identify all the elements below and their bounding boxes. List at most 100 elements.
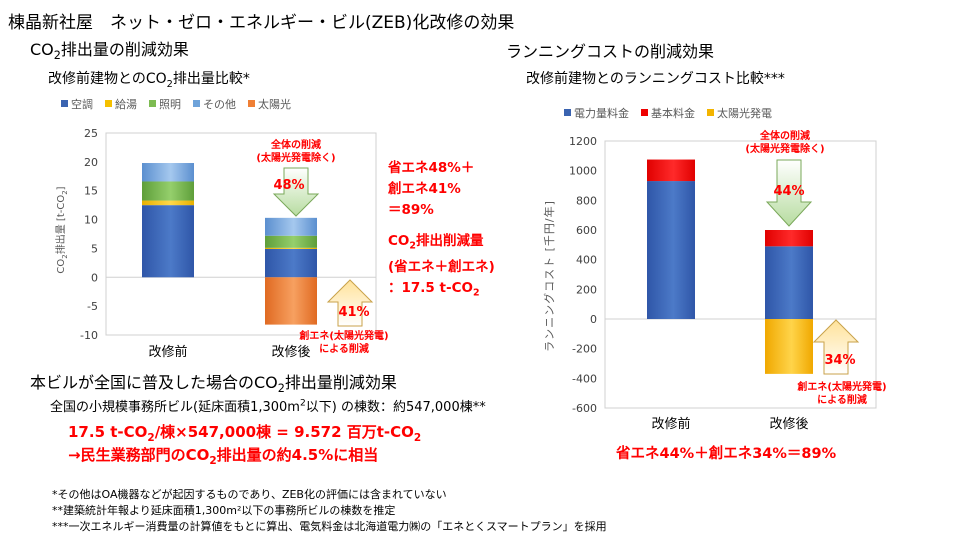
cost-legend-swatch xyxy=(641,109,648,116)
co2-bar-その他 xyxy=(142,163,194,182)
national-building-count: 全国の小規模事務所ビル(延床面積1,300m2以下) の棟数：約547,000棟… xyxy=(50,398,486,415)
cost-y-tick: -200 xyxy=(572,343,597,356)
co2-legend-swatch xyxy=(193,100,200,107)
co2-solar-reduction-label: 創エネ(太陽光発電) xyxy=(298,329,388,342)
cost-legend: 電力量料金 基本料金 太陽光発電 xyxy=(564,106,772,120)
cost-total-reduction-pct: 44% xyxy=(773,184,804,199)
co2-legend: 空調 給湯 照明 その他 太陽光 xyxy=(61,97,291,111)
cost-bar-基本料金 xyxy=(647,159,695,182)
co2-note-line5: (省エネ＋創エネ) xyxy=(388,258,495,275)
footnote-1: *その他はOA機器などが起因するものであり、ZEB化の評価には含まれていない xyxy=(52,488,447,501)
co2-bar-空調 xyxy=(265,249,317,278)
co2-bar-太陽光 xyxy=(265,277,317,325)
cost-y-tick: 0 xyxy=(590,313,597,326)
cost-bar-電力量料金 xyxy=(765,246,813,319)
cost-y-axis-title: ランニングコスト [千円/年] xyxy=(542,200,556,352)
co2-legend-swatch xyxy=(248,100,255,107)
co2-solar-arrow-icon xyxy=(326,279,374,327)
cost-plot-frame xyxy=(604,140,877,409)
cost-bar-電力量料金 xyxy=(647,181,695,319)
cost-y-tick: -400 xyxy=(572,372,597,385)
cost-bar-太陽光発電 xyxy=(765,319,813,374)
co2-y-axis-title: CO2排出量 [t-CO2] xyxy=(54,186,69,273)
co2-y-tick: 25 xyxy=(84,127,98,140)
co2-legend-label: 太陽光 xyxy=(258,97,291,111)
cost-legend-label: 太陽光発電 xyxy=(717,106,772,120)
cost-legend-swatch xyxy=(707,109,714,116)
co2-legend-label: その他 xyxy=(203,98,236,111)
cost-total-reduction-label-2: (太陽光発電除く) xyxy=(745,142,824,155)
co2-note-line2: 創エネ41% xyxy=(388,181,461,197)
cost-legend-swatch xyxy=(564,109,571,116)
co2-bar-照明 xyxy=(142,181,194,201)
cost-y-tick: 200 xyxy=(576,283,597,296)
cost-y-tick: 600 xyxy=(576,224,597,237)
cost-solar-reduction-label-2: による削減 xyxy=(817,393,867,406)
footnote-3: ***一次エネルギー消費量の計算値をもとに算出、電気料金は北海道電力㈱の「エネと… xyxy=(52,520,607,533)
cost-y-tick: 800 xyxy=(576,194,597,207)
co2-plot-frame xyxy=(105,132,377,336)
co2-reduction-arrow-icon xyxy=(272,167,320,217)
co2-bar-照明 xyxy=(265,235,317,248)
cost-y-tick: 1000 xyxy=(569,165,597,178)
co2-y-tick: 5 xyxy=(91,242,98,255)
co2-legend-swatch xyxy=(105,100,112,107)
co2-total-reduction-pct: 48% xyxy=(273,178,304,193)
cost-y-tick: -600 xyxy=(572,402,597,415)
co2-note-line3: ＝89% xyxy=(388,202,434,218)
page-title: 棟晶新社屋 ネット・ゼロ・エネルギー・ビル(ZEB)化改修の効果 xyxy=(8,13,515,33)
co2-note-line1: 省エネ48%＋ xyxy=(388,160,475,176)
co2-legend-swatch xyxy=(61,100,68,107)
co2-bars xyxy=(142,163,317,325)
co2-note-line4: CO2排出削減量 xyxy=(388,233,484,252)
cost-section-heading: ランニングコストの削減効果 xyxy=(506,42,715,61)
co2-legend-swatch xyxy=(149,100,156,107)
co2-y-tick: 10 xyxy=(84,214,98,227)
national-section-heading: 本ビルが全国に普及した場合のCO2排出量削減効果 xyxy=(30,373,397,396)
co2-total-reduction-label-2: (太陽光発電除く) xyxy=(256,151,335,164)
co2-legend-label: 給湯 xyxy=(115,97,137,111)
co2-y-tick: 20 xyxy=(84,156,98,169)
cost-y-tick: 400 xyxy=(576,254,597,267)
cost-reduction-arrow-icon xyxy=(765,159,813,227)
cost-legend-label: 基本料金 xyxy=(651,106,695,120)
co2-bar-給湯 xyxy=(265,247,317,250)
co2-chart-subtitle: 改修前建物とのCO2排出量比較* xyxy=(48,71,250,90)
cost-bar-基本料金 xyxy=(765,230,813,247)
co2-y-tick: -10 xyxy=(80,329,98,342)
national-equivalence: →民生業務部門のCO2排出量の約4.5%に相当 xyxy=(68,446,379,467)
co2-bar-その他 xyxy=(265,217,317,236)
co2-solar-reduction-pct: 41% xyxy=(338,305,369,320)
cost-solar-arrow-icon xyxy=(812,319,860,375)
co2-savings-note: 省エネ48%＋ 創エネ41% ＝89% CO2排出削減量 (省エネ＋創エネ) ：… xyxy=(388,158,495,303)
co2-x-axis: 改修前 改修後 xyxy=(148,344,310,360)
cost-bars xyxy=(647,159,813,374)
cost-chart-subtitle: 改修前建物とのランニングコスト比較*** xyxy=(526,71,785,87)
cost-savings-summary: 省エネ44%＋創エネ34%＝89% xyxy=(616,446,837,462)
cost-solar-reduction-label: 創エネ(太陽光発電) xyxy=(796,380,886,393)
co2-category-label: 改修前 xyxy=(148,344,187,360)
co2-y-axis: 25 20 15 10 5 0 -5 -10 xyxy=(80,127,377,342)
co2-category-label: 改修後 xyxy=(271,345,310,360)
cost-solar-reduction-pct: 34% xyxy=(824,353,855,368)
co2-section-heading: CO2排出量の削減効果 xyxy=(30,40,189,63)
cost-total-reduction-label: 全体の削減 xyxy=(759,129,810,142)
co2-total-reduction-label: 全体の削減 xyxy=(270,138,321,151)
cost-y-tick: 1200 xyxy=(569,135,597,148)
cost-x-axis: 改修前 改修後 xyxy=(651,416,808,432)
footnote-2: **建築統計年報より延床面積1,300m²以下の事務所ビルの棟数を推定 xyxy=(52,504,396,517)
co2-y-tick: 0 xyxy=(91,271,98,284)
co2-bar-給湯 xyxy=(142,200,194,206)
co2-note-line6: ：17.5 t-CO2 xyxy=(388,279,480,299)
co2-y-tick: 15 xyxy=(84,185,98,198)
national-calculation: 17.5 t-CO2/棟×547,000棟 = 9.572 百万t-CO2 xyxy=(68,423,422,444)
cost-category-label: 改修後 xyxy=(769,417,808,432)
co2-legend-label: 空調 xyxy=(71,97,93,111)
cost-category-label: 改修前 xyxy=(651,416,690,432)
co2-legend-label: 照明 xyxy=(159,98,181,111)
co2-bar-空調 xyxy=(142,205,194,278)
co2-y-tick: -5 xyxy=(87,300,98,313)
co2-solar-reduction-label-2: による削減 xyxy=(319,342,369,355)
cost-legend-label: 電力量料金 xyxy=(574,106,629,120)
